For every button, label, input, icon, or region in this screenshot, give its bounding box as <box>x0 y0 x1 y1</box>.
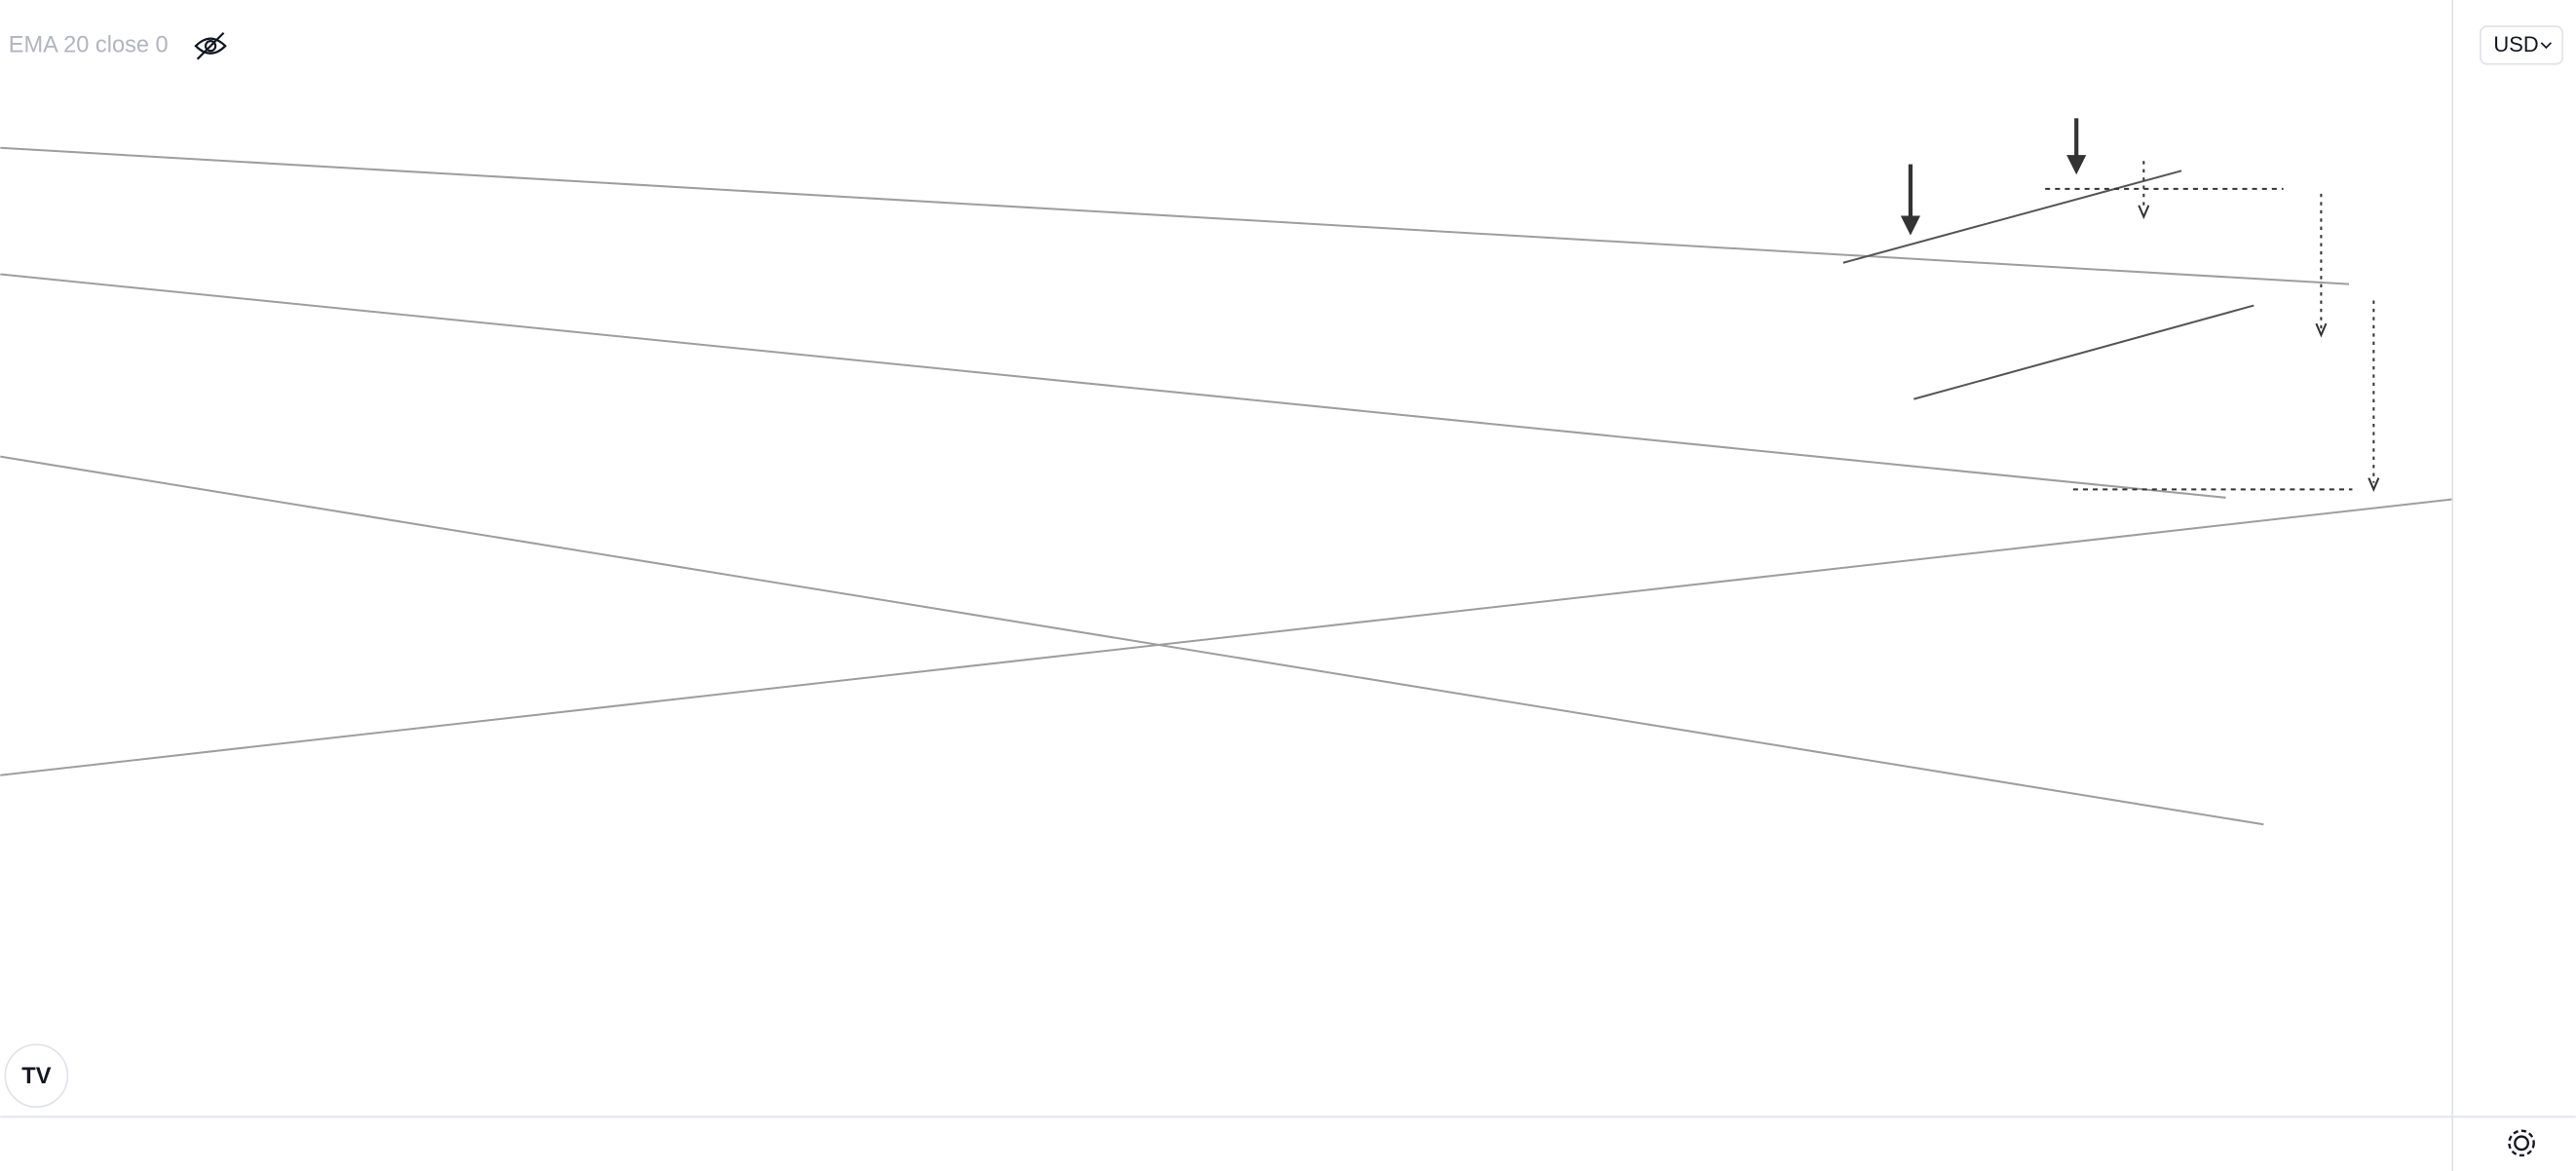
arrow-head <box>1900 215 1920 236</box>
settings-icon[interactable] <box>2508 1129 2535 1157</box>
channel-line <box>1842 170 2182 264</box>
dropdown-caret <box>2540 42 2553 50</box>
drawings <box>0 118 2453 826</box>
currency-button[interactable] <box>2480 25 2564 65</box>
arrow-head <box>2138 205 2150 220</box>
trend-line <box>0 455 2264 826</box>
trend-line <box>0 146 2350 285</box>
arrow-head <box>2368 477 2380 492</box>
trend-line <box>0 498 2453 776</box>
logo-mark: TV <box>21 1064 51 1089</box>
indicator-label: EMA 20 close 0 <box>9 32 169 57</box>
channel-line <box>1913 304 2254 400</box>
currency-label: USD <box>2493 32 2538 57</box>
logo[interactable] <box>4 1043 69 1109</box>
price-axis <box>2452 0 2576 1171</box>
trend-line <box>0 273 2226 499</box>
arrow-head <box>2066 155 2087 175</box>
arrow-head <box>2315 322 2328 338</box>
hide-icon[interactable] <box>194 31 227 60</box>
